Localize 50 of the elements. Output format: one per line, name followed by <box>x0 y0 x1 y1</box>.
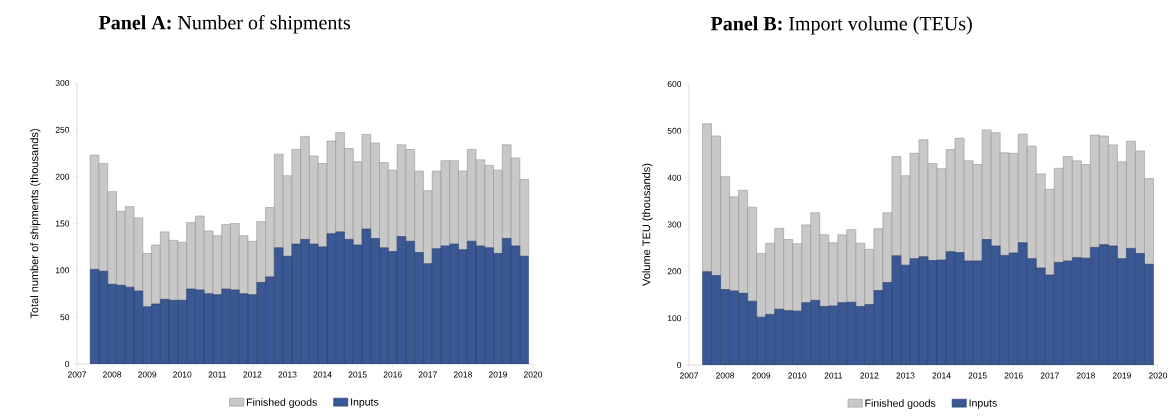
x-tick-label: 2008 <box>103 371 122 378</box>
y-tick-label: 200 <box>55 173 70 180</box>
x-tick-label: 2019 <box>488 371 507 378</box>
x-tick-label: 2012 <box>860 372 879 379</box>
x-tick-label: 2009 <box>138 371 157 378</box>
chart-title: Panel B: Import volume (TEUs) <box>710 16 972 35</box>
y-tick-label: 150 <box>55 220 70 227</box>
x-tick-label: 2014 <box>932 372 951 379</box>
y-axis-title: Total number of shipments (thousands) <box>30 129 41 319</box>
x-tick-label: 2012 <box>243 371 262 378</box>
legend-label: Inputs <box>969 399 997 409</box>
x-tick-label: 2014 <box>313 371 332 378</box>
x-tick-label: 2009 <box>752 372 771 379</box>
x-tick-label: 2020 <box>523 371 543 378</box>
y-tick-label: 200 <box>667 268 682 275</box>
y-tick-label: 50 <box>60 314 70 321</box>
legend-label: Finished goods <box>246 398 317 408</box>
y-tick-label: 300 <box>667 221 682 228</box>
x-tick-label: 2010 <box>173 371 192 378</box>
x-tick-label: 2010 <box>788 372 807 379</box>
y-tick-label: 300 <box>55 79 70 86</box>
y-tick-label: 0 <box>65 360 70 367</box>
y-tick-label: 400 <box>667 174 682 181</box>
x-tick-label: 2013 <box>278 371 297 378</box>
x-tick-label: 2016 <box>1004 372 1023 379</box>
y-tick-label: 100 <box>667 315 682 322</box>
x-tick-label: 2018 <box>1076 372 1095 379</box>
legend-label: Finished goods <box>865 399 936 409</box>
x-tick-label: 2017 <box>1040 372 1059 379</box>
y-tick-label: 0 <box>677 361 682 368</box>
x-tick-label: 2017 <box>418 371 437 378</box>
x-tick-label: 2018 <box>453 371 472 378</box>
x-tick-label: 2020 <box>1148 372 1168 379</box>
x-tick-label: 2013 <box>896 372 915 379</box>
x-tick-label: 2019 <box>1112 372 1131 379</box>
y-tick-label: 500 <box>667 127 682 134</box>
x-tick-label: 2015 <box>348 371 367 378</box>
y-tick-label: 600 <box>667 81 682 87</box>
x-tick-label: 2011 <box>824 372 843 379</box>
x-tick-label: 2011 <box>208 371 227 378</box>
y-tick-label: 250 <box>55 126 70 133</box>
x-tick-label: 2008 <box>716 372 735 379</box>
legend-label: Inputs <box>351 398 379 408</box>
x-tick-label: 2016 <box>383 371 402 378</box>
x-tick-label: 2007 <box>679 372 699 379</box>
y-axis-title: Volume TEU (thousands) <box>642 163 653 286</box>
chart-title: Panel A: Number of shipments <box>98 15 351 34</box>
x-tick-label: 2007 <box>67 371 87 378</box>
x-tick-label: 2015 <box>968 372 987 379</box>
y-tick-label: 100 <box>55 267 70 274</box>
